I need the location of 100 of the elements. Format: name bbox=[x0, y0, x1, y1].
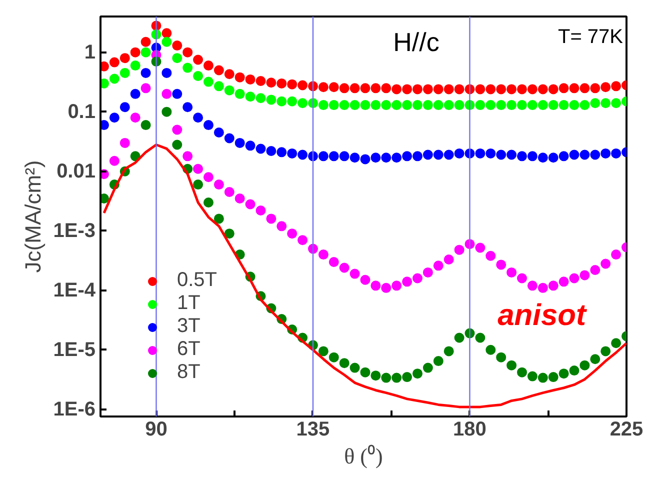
point bbox=[224, 69, 234, 80]
point bbox=[558, 100, 569, 110]
point bbox=[611, 81, 622, 92]
point bbox=[444, 100, 454, 110]
point bbox=[444, 254, 454, 265]
point bbox=[402, 151, 412, 162]
point bbox=[182, 62, 193, 73]
y-tick-label: 1E-5 bbox=[53, 338, 96, 361]
x-axis-title: θ (⁰) bbox=[344, 444, 383, 468]
point bbox=[454, 332, 464, 343]
point bbox=[506, 100, 517, 110]
point bbox=[214, 65, 224, 76]
point bbox=[392, 372, 402, 383]
point bbox=[402, 100, 412, 110]
legend-label: 8T bbox=[177, 361, 200, 384]
point bbox=[266, 78, 276, 88]
point bbox=[224, 133, 234, 144]
point bbox=[506, 360, 517, 370]
point bbox=[444, 346, 454, 356]
point bbox=[370, 100, 381, 110]
annotation: anisot bbox=[498, 298, 588, 332]
point bbox=[172, 88, 182, 99]
point bbox=[318, 82, 328, 92]
point bbox=[569, 83, 580, 94]
point bbox=[350, 152, 360, 163]
point bbox=[287, 96, 298, 106]
point bbox=[475, 148, 486, 158]
point bbox=[266, 146, 276, 156]
point bbox=[256, 76, 266, 86]
point bbox=[444, 84, 454, 94]
point bbox=[381, 372, 392, 383]
point bbox=[558, 151, 569, 162]
point bbox=[392, 84, 402, 94]
point bbox=[193, 180, 204, 190]
point bbox=[600, 346, 611, 356]
point bbox=[422, 362, 433, 373]
point bbox=[298, 98, 308, 108]
point bbox=[475, 242, 486, 253]
point bbox=[486, 100, 496, 110]
legend-label: 0.5T bbox=[177, 269, 218, 292]
point bbox=[276, 96, 287, 106]
point bbox=[328, 151, 339, 162]
point bbox=[266, 94, 276, 105]
point bbox=[486, 148, 496, 158]
point bbox=[245, 74, 256, 84]
point bbox=[516, 273, 527, 284]
point bbox=[486, 250, 496, 261]
legend-label: 1T bbox=[177, 292, 200, 315]
point bbox=[590, 265, 600, 275]
point bbox=[590, 354, 600, 364]
point bbox=[234, 138, 245, 148]
point bbox=[287, 148, 298, 158]
point bbox=[412, 151, 422, 162]
point bbox=[120, 102, 130, 112]
point bbox=[256, 206, 266, 216]
point bbox=[611, 338, 622, 348]
point bbox=[318, 346, 328, 356]
point bbox=[496, 100, 506, 110]
point bbox=[224, 228, 234, 239]
point bbox=[339, 262, 350, 273]
point bbox=[339, 83, 350, 94]
point bbox=[433, 260, 444, 271]
point bbox=[203, 60, 214, 71]
y-axis-title: Jc(MA/cm²) bbox=[20, 160, 46, 273]
point bbox=[454, 148, 464, 158]
point bbox=[538, 84, 548, 94]
point bbox=[318, 250, 328, 260]
point bbox=[245, 140, 256, 151]
point bbox=[120, 138, 130, 148]
point bbox=[454, 244, 464, 255]
x-tick-label: 180 bbox=[453, 418, 486, 440]
point bbox=[287, 228, 298, 239]
point bbox=[256, 93, 266, 104]
point bbox=[506, 267, 517, 278]
point bbox=[412, 273, 422, 284]
point bbox=[370, 152, 381, 163]
point bbox=[454, 84, 464, 94]
point bbox=[109, 74, 120, 84]
point bbox=[203, 76, 214, 87]
point bbox=[548, 84, 558, 94]
point bbox=[214, 81, 224, 92]
point bbox=[381, 83, 392, 94]
point bbox=[548, 280, 558, 291]
point bbox=[433, 84, 444, 94]
point bbox=[350, 100, 360, 110]
point bbox=[548, 152, 558, 163]
point bbox=[276, 221, 287, 232]
point bbox=[496, 352, 506, 362]
point bbox=[558, 83, 569, 94]
point bbox=[516, 367, 527, 378]
point bbox=[182, 102, 193, 112]
point bbox=[328, 352, 339, 362]
point bbox=[402, 372, 412, 382]
point bbox=[172, 40, 182, 51]
point bbox=[412, 368, 422, 379]
point bbox=[193, 71, 204, 82]
point bbox=[318, 151, 328, 162]
point bbox=[318, 100, 328, 110]
point bbox=[360, 154, 370, 164]
point bbox=[433, 150, 444, 160]
